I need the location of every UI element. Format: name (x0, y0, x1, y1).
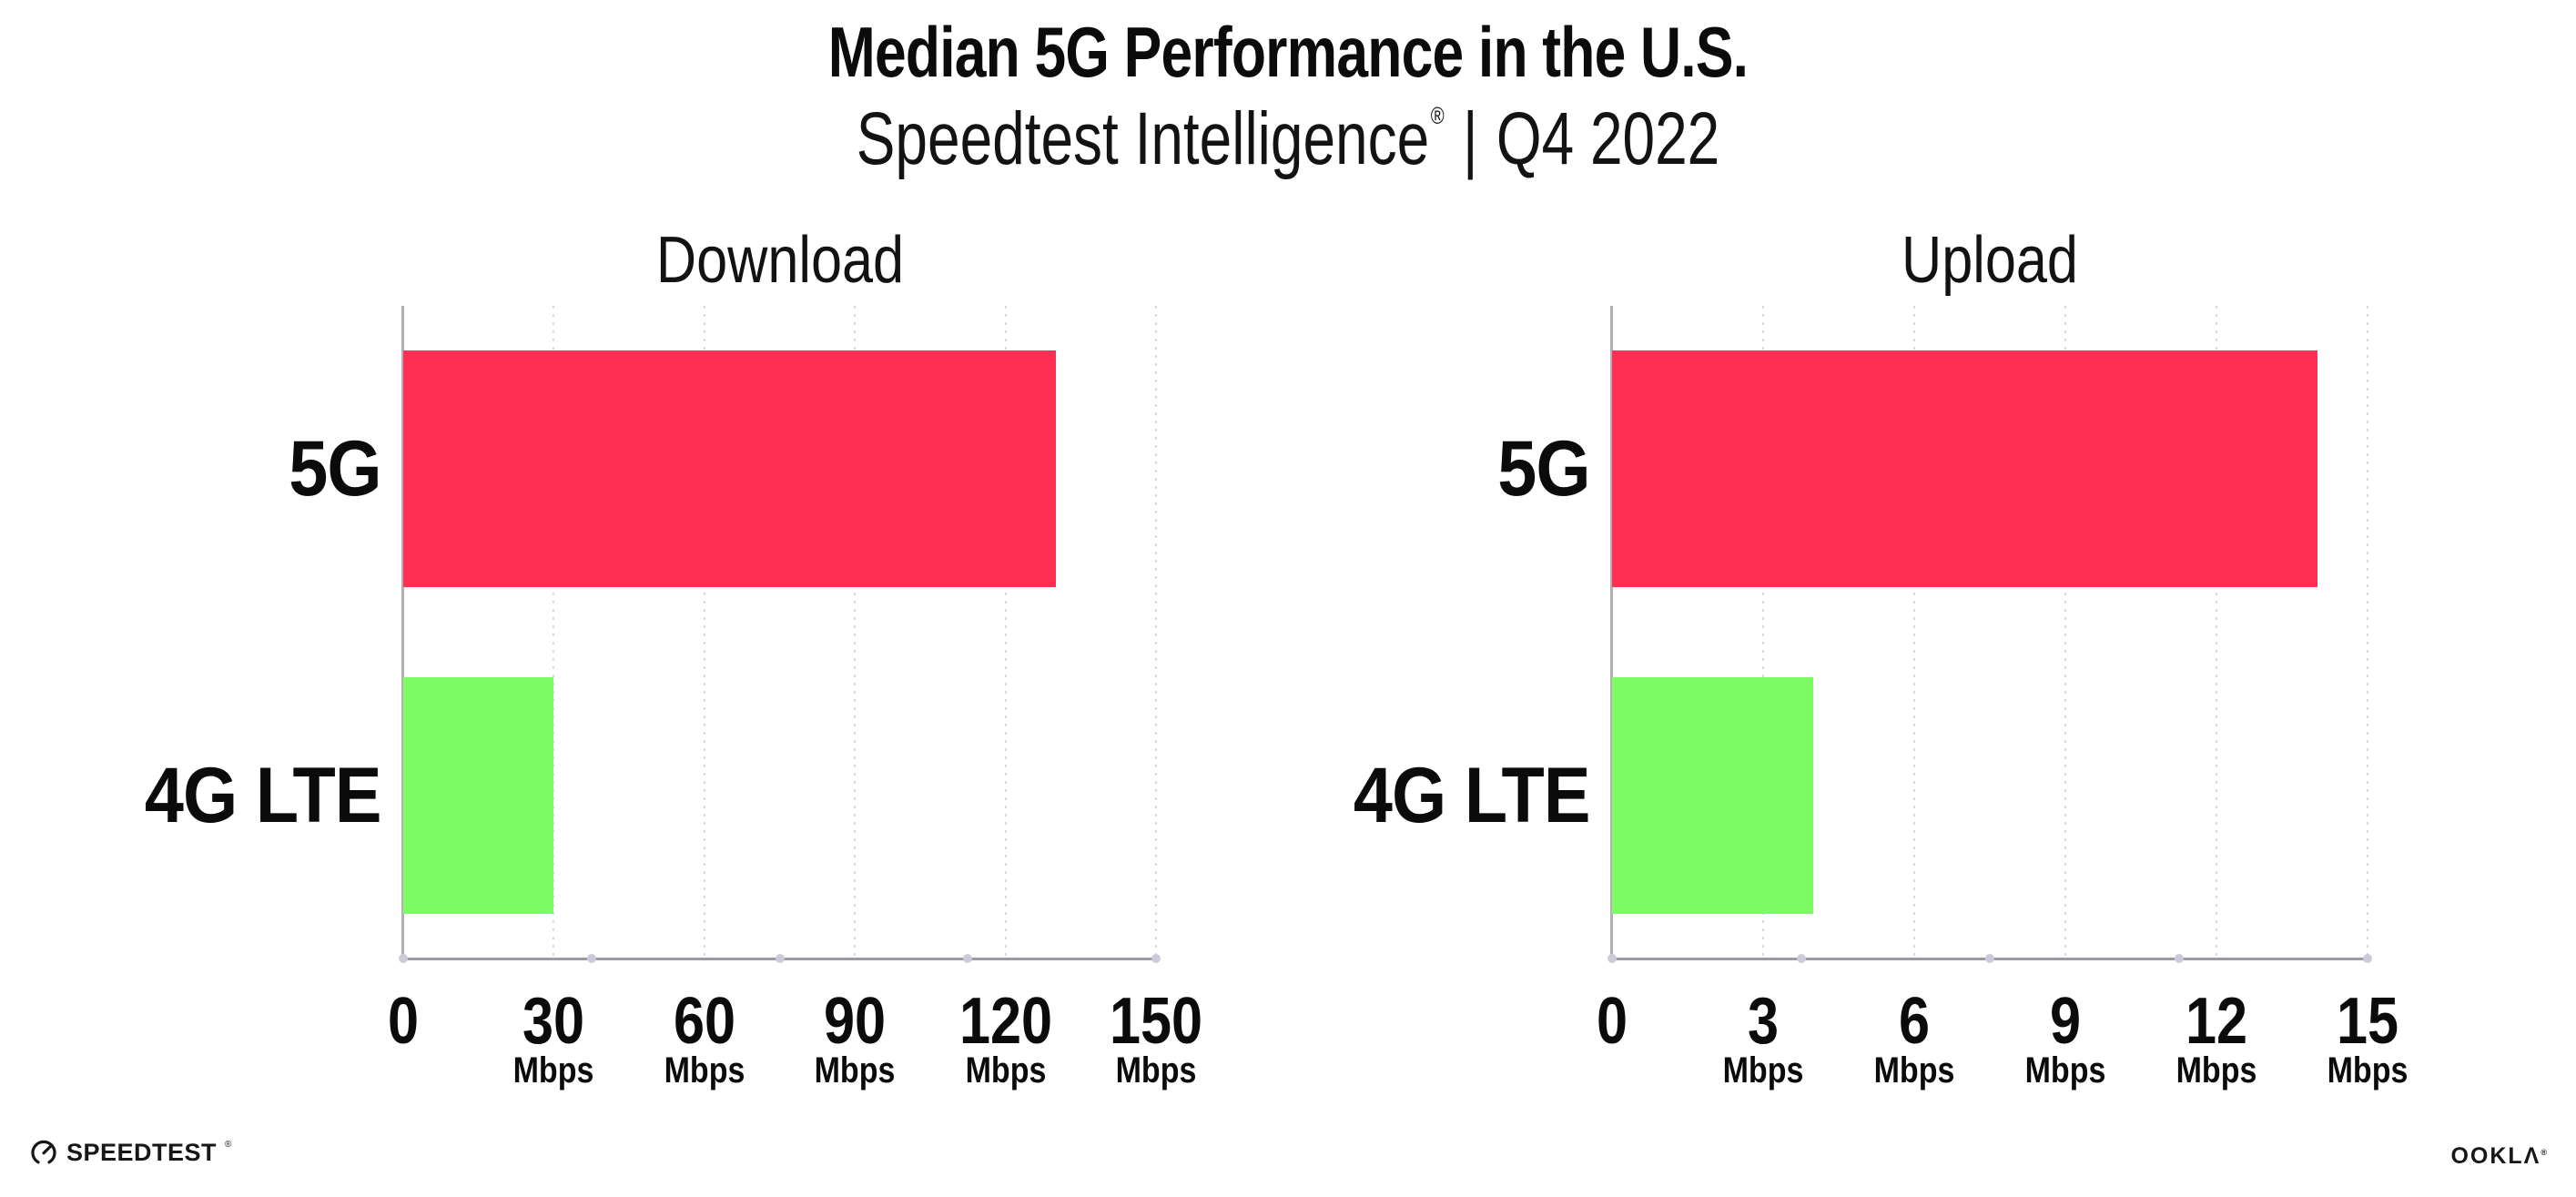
download-tick-unit-30: Mbps (513, 1050, 594, 1090)
download-tick-label-0: 0 (387, 985, 420, 1058)
upload-tick-unit-12: Mbps (2175, 1050, 2257, 1090)
upload-tick-label-15: 15 (2336, 985, 2399, 1058)
upload-tick-label-9: 9 (2049, 985, 2082, 1058)
registered-mark: ® (1430, 102, 1445, 129)
download-gridline-150 (1155, 306, 1157, 959)
upload-bar-4g-lte (1612, 676, 1814, 914)
download-axis-dot (586, 954, 596, 963)
upload-tick-label-3: 3 (1747, 985, 1780, 1058)
download-tick-unit-60: Mbps (664, 1050, 745, 1090)
speedtest-gauge-icon (31, 1140, 56, 1164)
download-y-axis-line (401, 306, 404, 960)
speedtest-registered-mark: ® (225, 1139, 232, 1150)
download-tick-label-120: 120 (958, 985, 1052, 1058)
upload-axis-dot (2174, 954, 2184, 963)
upload-gridline-12 (2216, 306, 2217, 959)
download-bar-5g (403, 350, 1056, 588)
download-tick-unit-120: Mbps (965, 1050, 1046, 1090)
upload-axis-dot (1796, 954, 1806, 963)
upload-tick-unit-3: Mbps (1722, 1050, 1804, 1090)
upload-axis-dot (1985, 954, 1994, 963)
download-category-label-4g-lte: 4G LTE (145, 751, 382, 839)
upload-bar-5g (1612, 350, 2317, 588)
download-gridline-30 (553, 306, 555, 959)
upload-tick-label-6: 6 (1898, 985, 1931, 1058)
upload-tick-label-0: 0 (1596, 985, 1628, 1058)
upload-tick-label-12: 12 (2185, 985, 2248, 1058)
download-category-label-5g: 5G (289, 425, 382, 513)
upload-axis-dot (2363, 954, 2372, 963)
upload-gridline-9 (2064, 306, 2066, 959)
ookla-wordmark: OOKLΛ (2450, 1143, 2541, 1169)
download-tick-label-90: 90 (824, 985, 887, 1058)
upload-category-label-4g-lte: 4G LTE (1354, 751, 1591, 839)
download-tick-label-150: 150 (1109, 985, 1203, 1058)
subtitle-divider: | (1462, 97, 1478, 180)
download-axis-dot (963, 954, 973, 963)
speedtest-wordmark: SPEEDTEST (66, 1138, 218, 1166)
subtitle-period: Q4 2022 (1496, 97, 1720, 180)
download-tick-unit-150: Mbps (1115, 1050, 1197, 1090)
upload-gridline-3 (1762, 306, 1764, 959)
download-axis-dot (399, 954, 408, 963)
download-axis-dot (1151, 954, 1161, 963)
upload-y-axis-line (1610, 306, 1613, 960)
page-subtitle: Speedtest Intelligence® | Q4 2022 (857, 102, 1719, 177)
chart-title-download: Download (655, 224, 904, 297)
download-gridline-120 (1004, 306, 1007, 959)
download-axis-dot (775, 954, 785, 963)
download-bar-4g-lte (403, 676, 554, 914)
download-gridline-60 (703, 306, 705, 959)
upload-gridline-6 (1913, 306, 1915, 959)
ookla-registered-mark: ® (2541, 1148, 2547, 1157)
upload-category-label-5g: 5G (1497, 425, 1591, 513)
speedtest-logo: SPEEDTEST ® (29, 1138, 231, 1167)
upload-axis-dot (1607, 954, 1617, 963)
page-title: Median 5G Performance in the U.S. (827, 12, 1749, 92)
upload-tick-unit-15: Mbps (2327, 1050, 2409, 1090)
chart-title-upload: Upload (1902, 224, 2078, 297)
download-tick-label-60: 60 (673, 985, 735, 1058)
upload-gridline-15 (2367, 306, 2368, 959)
upload-tick-unit-9: Mbps (2024, 1050, 2106, 1090)
download-tick-unit-90: Mbps (814, 1050, 896, 1090)
ookla-logo: OOKLΛ® (2450, 1145, 2547, 1168)
subtitle-brand: Speedtest Intelligence (856, 97, 1430, 180)
upload-tick-unit-6: Mbps (1873, 1050, 1955, 1090)
download-tick-label-30: 30 (522, 985, 585, 1058)
download-gridline-90 (854, 306, 857, 959)
